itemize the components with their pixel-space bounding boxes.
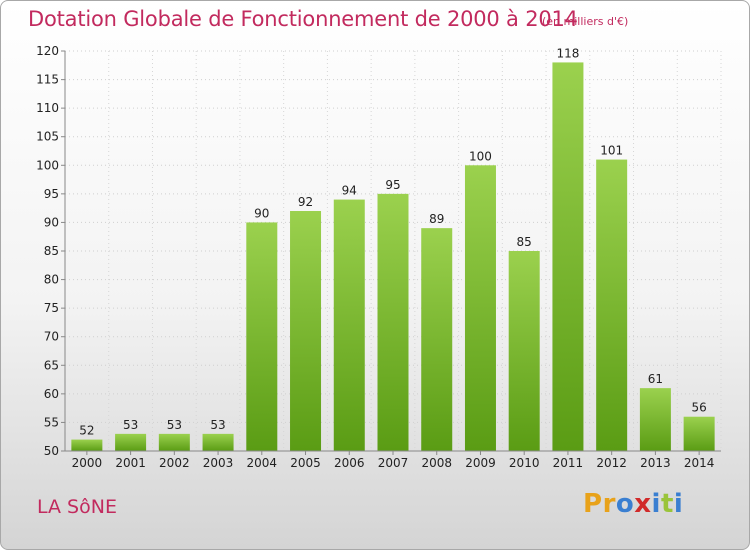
bar-2011 — [552, 62, 584, 452]
y-tick-label: 50 — [44, 444, 59, 458]
bar-2003 — [202, 433, 234, 451]
data-label-2002: 53 — [167, 418, 182, 432]
x-tick-label: 2013 — [640, 456, 671, 470]
bar-2010 — [508, 251, 540, 451]
x-tick-label: 2009 — [465, 456, 496, 470]
commune-name: LA SôNE — [37, 496, 117, 518]
data-label-2006: 94 — [342, 184, 357, 198]
y-tick-label: 115 — [36, 73, 59, 87]
y-tick-label: 60 — [44, 387, 59, 401]
bar-2009 — [464, 165, 496, 452]
y-tick-label: 55 — [44, 415, 59, 429]
x-tick-label: 2003 — [203, 456, 234, 470]
x-tick-label: 2011 — [553, 456, 584, 470]
bar-layer — [71, 62, 715, 452]
y-tick-label: 80 — [44, 273, 59, 287]
logo-letter: i — [651, 489, 661, 519]
bar-2012 — [596, 159, 628, 452]
proxiti-logo: Proxiti — [583, 489, 683, 519]
bar-2006 — [333, 199, 365, 451]
data-label-2012: 101 — [600, 144, 623, 158]
data-label-2004: 90 — [254, 206, 269, 220]
x-tick-label: 2002 — [159, 456, 190, 470]
x-tick-label: 2001 — [115, 456, 146, 470]
bar-2002 — [158, 433, 190, 451]
chart-title: Dotation Globale de Fonctionnement de 20… — [28, 7, 578, 31]
logo-letter: i — [673, 489, 684, 519]
logo-letter: x — [634, 489, 652, 519]
bar-2005 — [290, 211, 322, 451]
logo-letter: r — [602, 489, 616, 519]
bar-2008 — [421, 228, 453, 451]
data-label-2007: 95 — [385, 178, 400, 192]
bar-2007 — [377, 193, 409, 451]
bar-2000 — [71, 439, 103, 451]
chart-subtitle: (en milliers d'€) — [542, 15, 629, 28]
x-tick-label: 2006 — [334, 456, 365, 470]
x-tick-label: 2014 — [684, 456, 715, 470]
logo-letter: o — [615, 489, 635, 519]
y-tick-label: 95 — [44, 187, 59, 201]
logo-letter: P — [583, 489, 603, 519]
x-tick-label: 2000 — [72, 456, 103, 470]
logo-letter: t — [660, 489, 674, 519]
y-tick-label: 75 — [44, 301, 59, 315]
bar-2014 — [683, 416, 715, 451]
y-tick-label: 70 — [44, 330, 59, 344]
data-label-2014: 56 — [691, 401, 706, 415]
y-tick-label: 120 — [36, 44, 59, 58]
y-tick-label: 65 — [44, 358, 59, 372]
axis-layer — [61, 50, 721, 455]
x-tick-label: 2007 — [378, 456, 409, 470]
label-layer: 50 55 60 65 70 75 80 85 90 95 100 105 110 115 120 52 200… — [36, 44, 714, 470]
y-tick-label: 105 — [36, 130, 59, 144]
bar-2004 — [246, 222, 278, 451]
data-label-2000: 52 — [79, 424, 94, 438]
y-tick-label: 90 — [44, 215, 59, 229]
data-label-2013: 61 — [648, 372, 663, 386]
data-label-2003: 53 — [210, 418, 225, 432]
x-tick-label: 2005 — [290, 456, 321, 470]
data-label-2005: 92 — [298, 195, 313, 209]
y-tick-label: 110 — [36, 101, 59, 115]
y-tick-label: 85 — [44, 244, 59, 258]
x-tick-label: 2008 — [421, 456, 452, 470]
data-label-2011: 118 — [556, 46, 579, 60]
x-tick-label: 2004 — [247, 456, 278, 470]
data-label-2009: 100 — [469, 149, 492, 163]
x-tick-label: 2012 — [596, 456, 627, 470]
data-label-2001: 53 — [123, 418, 138, 432]
bar-2013 — [639, 388, 671, 451]
x-tick-label: 2010 — [509, 456, 540, 470]
data-label-2010: 85 — [517, 235, 532, 249]
y-tick-label: 100 — [36, 158, 59, 172]
bar-2001 — [115, 433, 147, 451]
data-label-2008: 89 — [429, 212, 444, 226]
